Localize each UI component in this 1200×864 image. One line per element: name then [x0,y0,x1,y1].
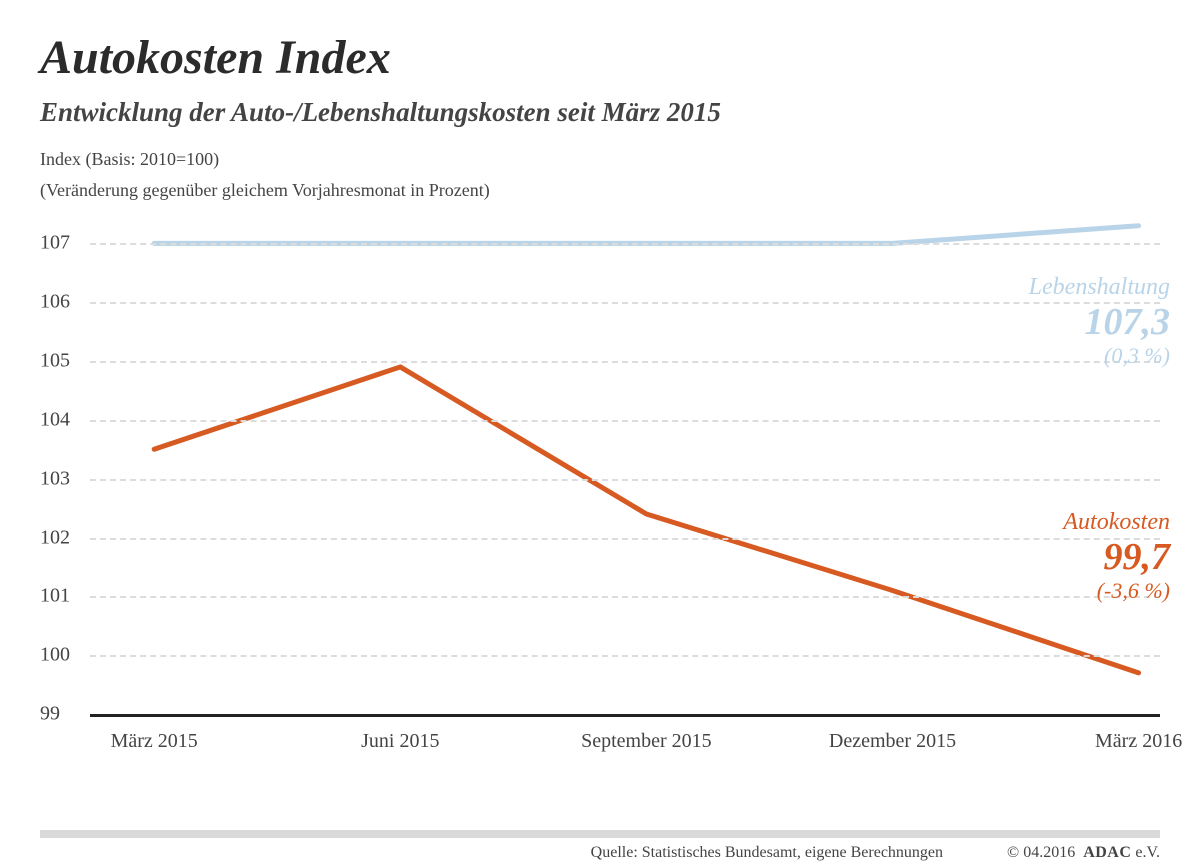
adac-logo-text: ADAC [1083,844,1131,861]
gridline [90,655,1160,657]
series-final-value: 99,7 [1063,538,1170,578]
adac-suffix: e.V. [1135,844,1160,861]
chart-area: 99 100 101 102 103 104 105 106 107 März 2015 Juni … [40,214,1160,774]
series-pct-change: (0,3 %) [1029,343,1170,369]
gridline [90,479,1160,481]
series-line-lebenshaltung [154,226,1138,244]
y-tick-label: 103 [40,467,86,490]
footer-divider [40,830,1160,838]
series-name: Autokosten [1063,509,1170,536]
y-tick-label: 102 [40,526,86,549]
y-tick-label: 100 [40,644,86,667]
series-pct-change: (-3,6 %) [1063,578,1170,604]
gridline [90,596,1160,598]
gridline [90,420,1160,422]
chart-subtitle: Entwicklung der Auto-/Lebenshaltungskost… [40,97,1160,128]
x-tick-label: Dezember 2015 [829,730,956,753]
series-annotation-lebenshaltung: Lebenshaltung107,3(0,3 %) [1029,274,1170,369]
gridline [90,361,1160,363]
y-tick-label: 105 [40,350,86,373]
copyright: © 04.2016 [1007,844,1075,861]
footer: Quelle: Statistisches Bundesamt, eigene … [0,844,1160,862]
y-tick-label: 107 [40,232,86,255]
y-tick-label: 106 [40,291,86,314]
source-label: Quelle: Statistisches Bundesamt, eigene … [591,844,943,862]
chart-svg [90,214,1160,714]
basis-line-2: (Veränderung gegenüber gleichem Vorjahre… [40,177,1160,204]
x-axis [90,714,1160,717]
basis-line-1: Index (Basis: 2010=100) [40,146,1160,173]
y-tick-label: 99 [40,703,86,726]
chart-title: Autokosten Index [40,30,1160,85]
y-tick-label: 101 [40,585,86,608]
series-line-autokosten [154,367,1138,673]
gridline [90,302,1160,304]
x-tick-label: März 2016 [1095,730,1182,753]
gridline [90,538,1160,540]
series-final-value: 107,3 [1029,303,1170,343]
x-tick-label: Juni 2015 [361,730,439,753]
y-tick-label: 104 [40,408,86,431]
x-tick-label: September 2015 [581,730,712,753]
x-tick-label: März 2015 [111,730,198,753]
gridline [90,243,1160,245]
series-annotation-autokosten: Autokosten99,7(-3,6 %) [1063,509,1170,604]
series-name: Lebenshaltung [1029,274,1170,301]
